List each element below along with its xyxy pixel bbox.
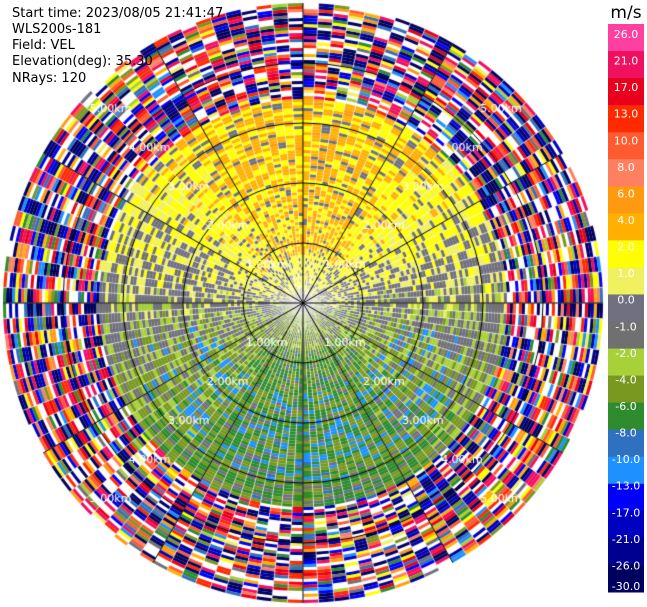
colorbar-swatch — [608, 159, 644, 187]
colorbar-title: m/s — [610, 3, 641, 23]
colorbar-swatch — [608, 375, 644, 404]
colorbar-tick-label: 17.0 — [614, 81, 639, 94]
colorbar-tick-label: 26.0 — [614, 28, 639, 41]
field-label: Field: VEL — [12, 38, 75, 53]
elevation-label: Elevation(deg): 35.30 — [12, 54, 153, 69]
colorbar-tick-label: -30.0 — [612, 580, 640, 593]
colorbar-tick-label: 6.0 — [617, 187, 635, 200]
colorbar-swatch — [608, 132, 644, 160]
colorbar-tick-label: -6.0 — [615, 400, 636, 413]
colorbar-tick-label: -17.0 — [612, 506, 640, 519]
colorbar-tick-label: -21.0 — [612, 533, 640, 546]
colorbar-tick-label: 2.0 — [617, 241, 635, 254]
colorbar-tick-label: 4.0 — [617, 214, 635, 227]
instrument-label: WLS200s-181 — [12, 22, 102, 37]
colorbar-tick-label: -26.0 — [612, 559, 640, 572]
start-time-label: Start time: 2023/08/05 21:41:47 — [12, 6, 224, 21]
colorbar-swatch — [608, 510, 644, 539]
colorbar-swatch — [608, 456, 644, 485]
colorbar-swatch — [608, 51, 644, 79]
colorbar-swatch — [608, 105, 644, 133]
colorbar-tick-label: 8.0 — [617, 161, 635, 174]
colorbar-swatch — [608, 24, 644, 52]
colorbar-tick-label: -8.0 — [615, 427, 636, 440]
colorbar-swatch — [608, 564, 644, 593]
colorbar-tick-label: 10.0 — [614, 134, 639, 147]
colorbar-swatch — [608, 240, 644, 268]
colorbar-swatch — [608, 294, 644, 323]
colorbar-tick-label: 1.0 — [617, 267, 635, 280]
colorbar-tick-label: -4.0 — [615, 373, 636, 386]
colorbar-swatch — [608, 402, 644, 431]
colorbar-swatch — [608, 537, 644, 566]
colorbar-swatch — [608, 429, 644, 458]
colorbar-swatch — [608, 321, 644, 350]
colorbar-tick-label: -13.0 — [612, 480, 640, 493]
colorbar-tick-label: -2.0 — [615, 347, 636, 360]
colorbar-tick-label: 13.0 — [614, 108, 639, 121]
colorbar-tick-label: -1.0 — [615, 320, 636, 333]
colorbar-swatch — [608, 186, 644, 214]
colorbar-swatch — [608, 483, 644, 512]
colorbar-swatch — [608, 267, 644, 295]
colorbar-tick-label: -10.0 — [612, 453, 640, 466]
colorbar-tick-label: 0.0 — [617, 294, 635, 307]
colorbar-swatch — [608, 78, 644, 106]
colorbar-swatch — [608, 213, 644, 241]
nrays-label: NRays: 120 — [12, 71, 87, 86]
colorbar-tick-label: 21.0 — [614, 55, 639, 68]
colorbar-swatch — [608, 348, 644, 377]
